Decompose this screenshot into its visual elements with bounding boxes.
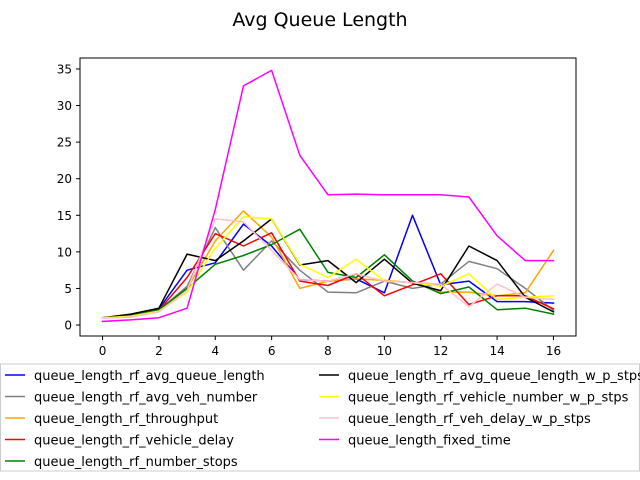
series-line-7: [101, 218, 555, 320]
series-line-3: [101, 232, 555, 319]
series-line-5: [101, 218, 555, 319]
x-tick-label: 6: [268, 344, 276, 358]
legend-label-1: queue_length_rf_avg_veh_number: [34, 391, 258, 406]
legend-label-4: queue_length_rf_number_stops: [34, 455, 238, 470]
legend-label-8: queue_length_fixed_time: [348, 434, 511, 449]
legend: queue_length_rf_avg_queue_length queue_le…: [0, 363, 640, 472]
legend-label-2: queue_length_rf_throughput: [34, 412, 218, 427]
y-tick-label: 5: [64, 282, 72, 296]
y-tick-label: 0: [64, 319, 72, 333]
y-tick-label: 35: [57, 62, 72, 76]
y-tick-label: 25: [57, 136, 72, 150]
x-tick-label: 8: [324, 344, 332, 358]
y-tick-label: 20: [57, 172, 72, 186]
x-tick-label: 2: [155, 344, 163, 358]
chart-title: Avg Queue Length: [232, 9, 407, 31]
x-tick-label: 10: [377, 344, 392, 358]
legend-label-5: queue_length_rf_avg_queue_length_w_p_stp…: [348, 369, 640, 384]
plot-frame: [79, 57, 577, 337]
y-tick-label: 10: [57, 245, 72, 259]
legend-label-3: queue_length_rf_vehicle_delay: [34, 434, 234, 449]
series-line-4: [101, 228, 555, 319]
series-line-1: [101, 226, 555, 319]
x-tick-label: 12: [433, 344, 448, 358]
series-line-8: [101, 69, 555, 323]
legend-label-7: queue_length_rf_veh_delay_w_p_stps: [348, 412, 591, 427]
x-tick-label: 0: [99, 344, 107, 358]
legend-label-6: queue_length_rf_vehicle_number_w_p_stps: [348, 391, 629, 406]
x-tick-label: 14: [489, 344, 504, 358]
plot-area: 0 2 4 6 8 10 12 14 16 0 5 10 15 20 25 30 35: [57, 57, 577, 358]
x-tick-label: 4: [211, 344, 219, 358]
y-tick-label: 30: [57, 99, 72, 113]
legend-label-0: queue_length_rf_avg_queue_length: [34, 369, 265, 384]
y-tick-label: 15: [57, 209, 72, 223]
x-tick-label: 16: [546, 344, 561, 358]
